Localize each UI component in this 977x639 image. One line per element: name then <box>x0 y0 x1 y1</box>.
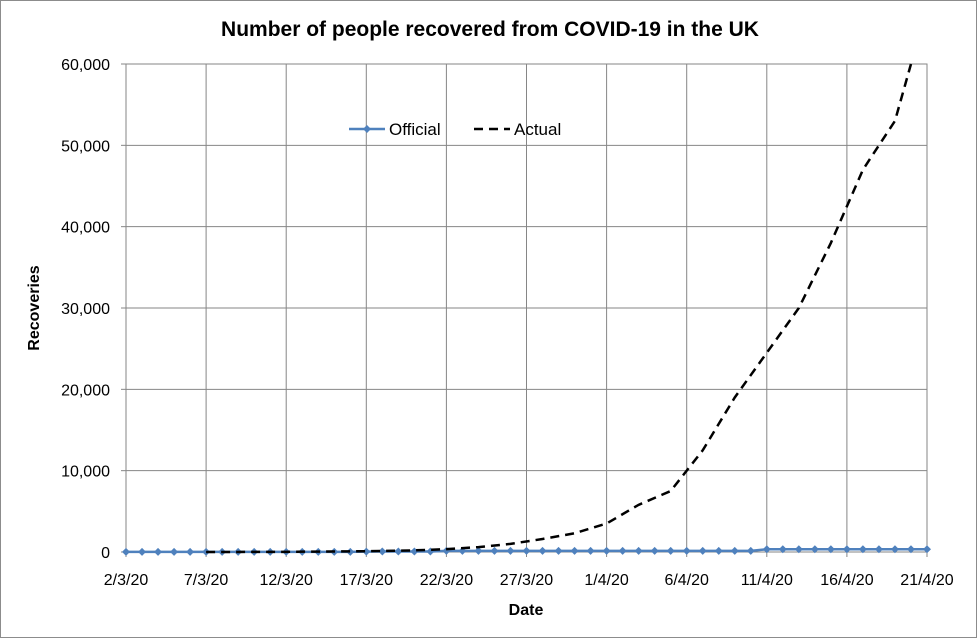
x-tick-label: 11/4/20 <box>741 572 793 589</box>
official-data-point <box>858 545 867 554</box>
official-data-point <box>714 546 723 555</box>
legend: Official Actual <box>349 120 561 139</box>
actual-line <box>206 63 913 554</box>
official-data-point <box>730 546 739 555</box>
official-data-point <box>154 547 163 556</box>
y-axis-title: Recoveries <box>26 265 43 350</box>
y-tick-label: 0 <box>101 545 110 562</box>
actual-series <box>206 63 913 554</box>
x-tick-label: 7/3/20 <box>184 572 229 589</box>
y-tick-label: 30,000 <box>61 301 110 318</box>
official-data-point <box>842 545 851 554</box>
x-tick-label: 27/3/20 <box>500 572 553 589</box>
official-data-point <box>474 546 483 555</box>
official-data-point <box>762 545 771 554</box>
official-data-point <box>874 545 883 554</box>
official-data-point <box>826 545 835 554</box>
official-data-point <box>490 546 499 555</box>
official-data-point <box>570 546 579 555</box>
x-tick-label: 1/4/20 <box>584 572 629 589</box>
x-tick-label: 2/3/20 <box>104 572 149 589</box>
official-data-point <box>170 547 179 556</box>
y-tick-label: 60,000 <box>61 57 110 74</box>
legend-official-label: Official <box>389 120 441 139</box>
y-tick-label: 20,000 <box>61 382 110 399</box>
official-data-point <box>794 545 803 554</box>
official-data-point <box>666 546 675 555</box>
x-axis-title: Date <box>509 602 544 619</box>
x-tick-label: 16/4/20 <box>820 572 873 589</box>
official-data-point <box>186 547 195 556</box>
x-tick-label: 17/3/20 <box>340 572 393 589</box>
gridlines <box>126 64 927 552</box>
official-data-point <box>746 546 755 555</box>
x-tick-label: 22/3/20 <box>420 572 473 589</box>
official-data-point <box>346 547 355 556</box>
official-data-point <box>122 547 130 556</box>
legend-official-marker <box>363 125 371 133</box>
official-data-point <box>554 546 563 555</box>
official-data-point <box>890 545 899 554</box>
official-data-point <box>618 546 627 555</box>
official-data-point <box>602 546 611 555</box>
official-data-point <box>906 545 915 554</box>
legend-actual-label: Actual <box>514 120 561 139</box>
official-data-point <box>394 547 403 556</box>
official-data-point <box>538 546 547 555</box>
official-data-point <box>778 545 787 554</box>
official-data-point <box>586 546 595 555</box>
y-tick-label: 40,000 <box>61 220 110 237</box>
official-data-point <box>923 545 931 554</box>
x-tick-label: 21/4/20 <box>900 572 953 589</box>
official-data-point <box>522 546 531 555</box>
chart-title: Number of people recovered from COVID-19… <box>221 18 759 41</box>
official-data-point <box>634 546 643 555</box>
x-axis-ticks: 2/3/20 7/3/20 12/3/20 17/3/20 22/3/20 27/3/20… <box>104 552 954 589</box>
x-tick-label: 6/4/20 <box>664 572 709 589</box>
official-data-point <box>682 546 691 555</box>
official-data-point <box>650 546 659 555</box>
y-axis-ticks: 0 10,000 20,000 30,000 40,000 50,000 60,000 <box>61 57 126 562</box>
y-tick-label: 50,000 <box>61 138 110 155</box>
official-data-point <box>810 545 819 554</box>
official-data-point <box>378 547 387 556</box>
official-data-point <box>138 547 147 556</box>
official-data-point <box>362 547 371 556</box>
y-tick-label: 10,000 <box>61 464 110 481</box>
official-data-point <box>698 546 707 555</box>
x-tick-label: 12/3/20 <box>260 572 313 589</box>
official-data-point <box>506 546 515 555</box>
